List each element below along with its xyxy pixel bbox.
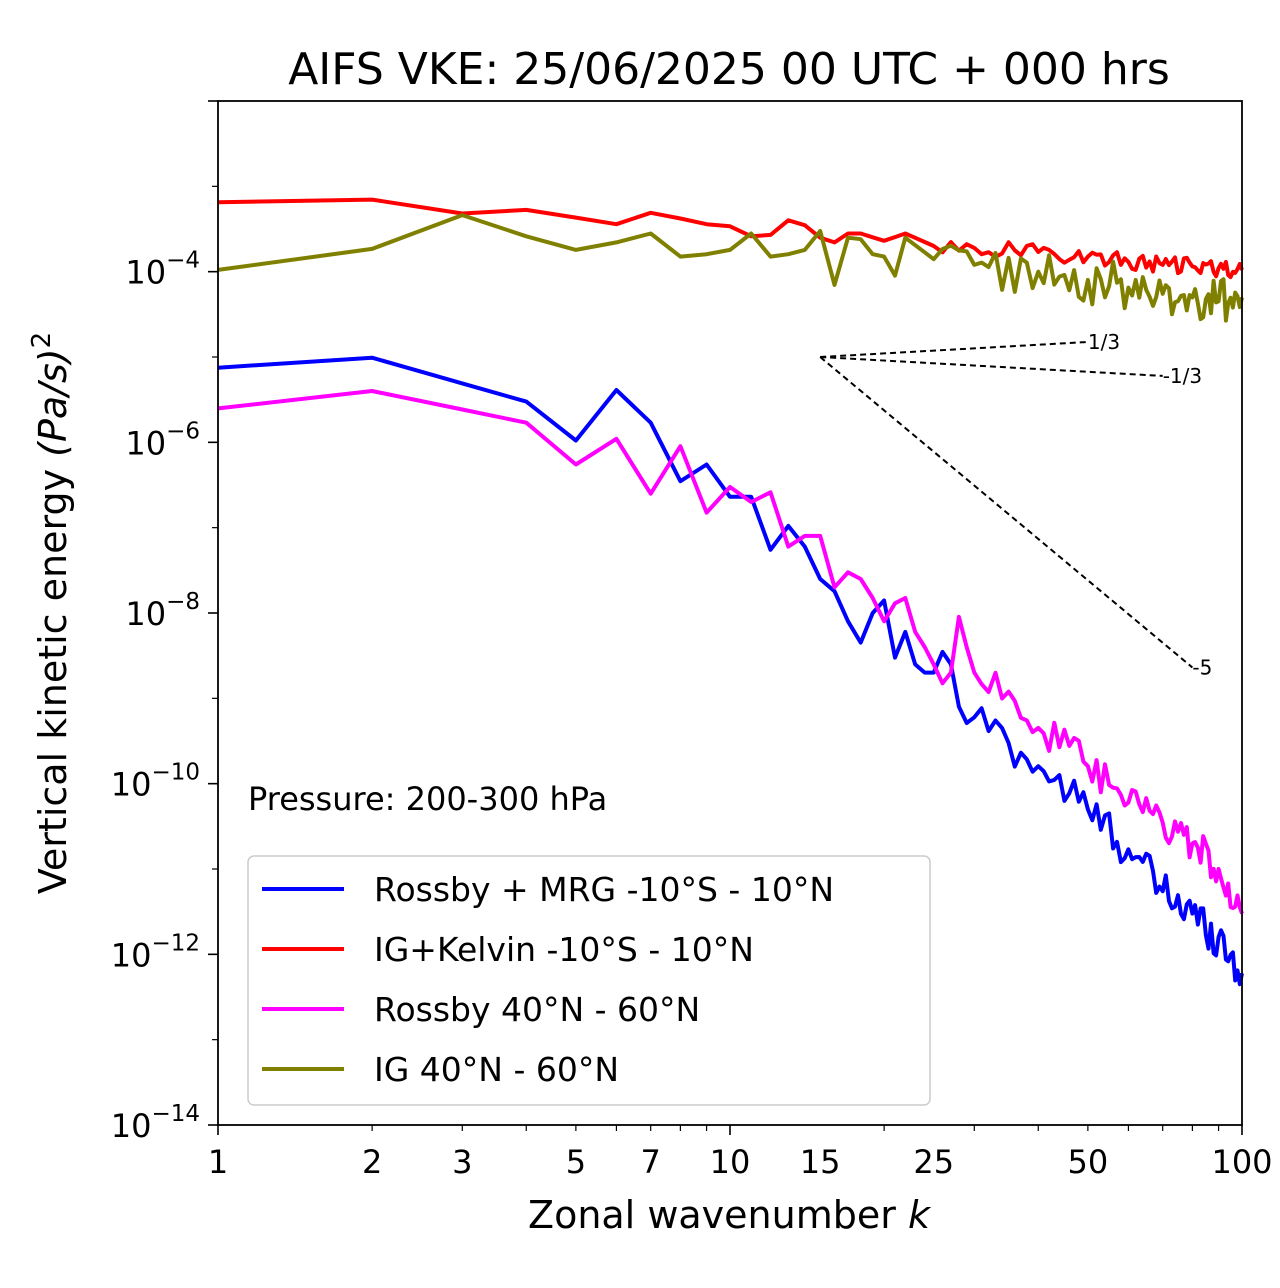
legend-box <box>247 855 931 1106</box>
legend: Rossby + MRG -10°S - 10°N IG+Kelvin -10°S… <box>247 855 931 1106</box>
x-axis-label-var: k <box>908 1193 932 1237</box>
reference-slope-line-1 <box>820 340 1088 358</box>
y-tick-label: 10−6 <box>125 418 200 462</box>
x-tick-label: 3 <box>452 1143 472 1181</box>
reference-slope-label-1: 1/3 <box>1088 330 1120 354</box>
y-axis-ticks: 10−14 10−12 10−10 10−8 10−6 10−4 <box>111 100 218 1145</box>
series-line-3 <box>217 389 1244 915</box>
x-tick-label: 100 <box>1211 1143 1272 1181</box>
legend-items: Rossby + MRG -10°S - 10°N IG+Kelvin -10°S… <box>262 870 834 1089</box>
x-tick-label: 50 <box>1068 1143 1109 1181</box>
series-layer <box>217 197 1244 987</box>
y-axis-label-var: (Pa/s) <box>31 348 75 456</box>
x-tick-label: 5 <box>566 1143 586 1181</box>
reference-slope-line-2 <box>820 356 1163 377</box>
series-line-1 <box>217 355 1244 987</box>
x-tick-label: 7 <box>641 1143 661 1181</box>
x-tick-label: 10 <box>710 1143 751 1181</box>
x-axis-ticks: 1 2 3 5 7 10 15 25 50 100 <box>208 1125 1273 1181</box>
reference-slope-line-3 <box>819 356 1194 669</box>
x-axis-label-main: Zonal wavenumber <box>528 1193 908 1237</box>
reference-slopes: 1/3 -1/3 -5 <box>819 330 1212 679</box>
legend-label-1: Rossby + MRG -10°S - 10°N <box>374 870 834 909</box>
x-tick-label: 2 <box>362 1143 382 1181</box>
series-line-2 <box>217 197 1244 280</box>
x-tick-label: 25 <box>913 1143 954 1181</box>
y-axis-label-exp: 2 <box>27 332 57 349</box>
y-axis-label-main: Vertical kinetic energy <box>31 457 75 894</box>
legend-label-4: IG 40°N - 60°N <box>374 1050 619 1089</box>
series-line-4 <box>217 213 1244 323</box>
chart-title: AIFS VKE: 25/06/2025 00 UTC + 000 hrs <box>288 44 1170 95</box>
legend-label-3: Rossby 40°N - 60°N <box>374 990 700 1029</box>
legend-label-2: IG+Kelvin -10°S - 10°N <box>374 930 754 969</box>
y-tick-label: 10−12 <box>111 930 200 974</box>
y-axis-label: Vertical kinetic energy (Pa/s)2 <box>27 332 75 894</box>
y-tick-label: 10−4 <box>125 248 200 292</box>
y-tick-label: 10−8 <box>125 589 200 633</box>
x-tick-label: 15 <box>800 1143 841 1181</box>
reference-slope-label-2: -1/3 <box>1163 364 1202 388</box>
pressure-annotation: Pressure: 200-300 hPa <box>248 780 607 818</box>
x-axis-label: Zonal wavenumber k <box>528 1193 932 1237</box>
reference-slope-label-3: -5 <box>1192 655 1212 679</box>
y-tick-label: 10−14 <box>111 1101 200 1145</box>
x-tick-label: 1 <box>208 1143 228 1181</box>
y-tick-label: 10−10 <box>111 760 200 804</box>
